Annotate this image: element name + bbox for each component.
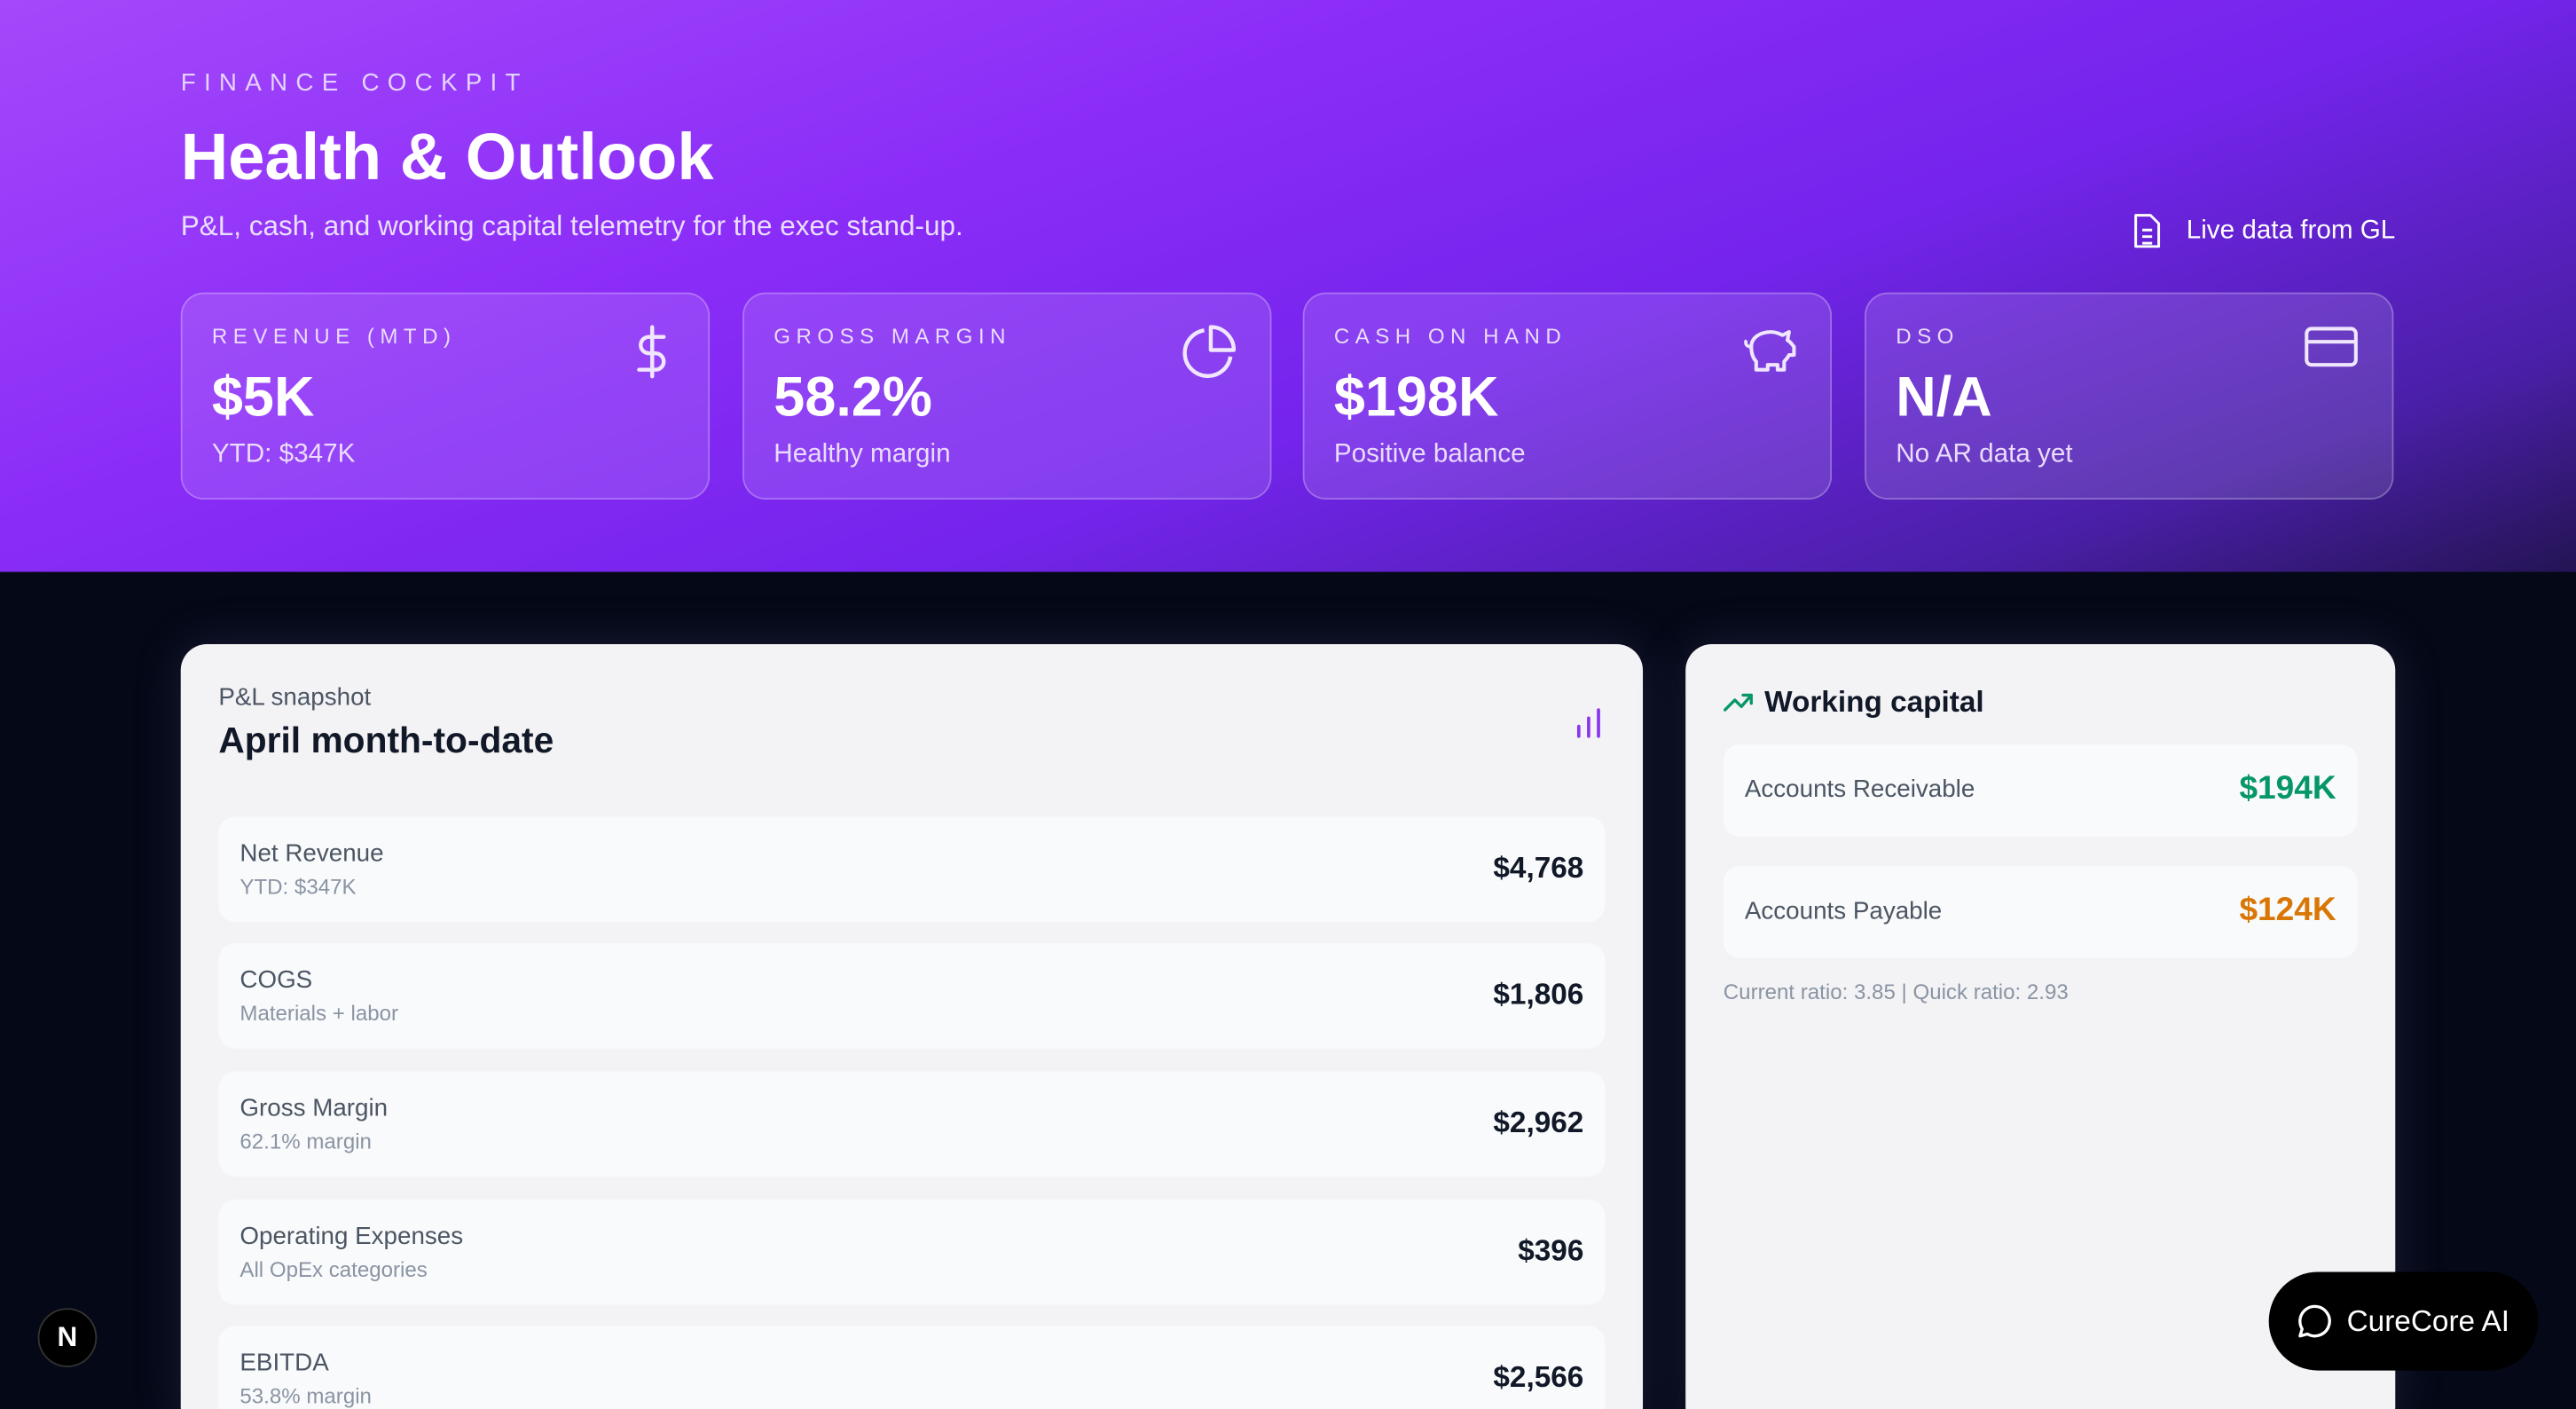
kpi-value: $198K [1333,366,1499,429]
chat-icon [2299,1304,2332,1338]
dollar-icon [637,325,666,379]
pnl-row: Net Revenue YTD: $347K $4,768 [218,816,1606,922]
kpi-card: DSO N/A No AR data yet [1865,292,2394,500]
kpi-note: No AR data yet [1896,440,2073,468]
kpi-label: REVENUE (MTD) [211,323,457,349]
kpi-label: GROSS MARGIN [774,323,1012,349]
assistant-button[interactable]: CureCore AI [2268,1271,2539,1371]
kpi-value: 58.2% [774,366,932,429]
wc-row: Accounts Receivable $194K [1723,744,2358,837]
row-label: Accounts Payable [1744,897,1943,925]
kpi-note: Healthy margin [774,440,951,468]
kpi-value: $5K [211,366,315,429]
row-note: All OpEx categories [240,1256,428,1282]
kpi-card: GROSS MARGIN 58.2% Healthy margin [742,292,1272,500]
kpi-card: CASH ON HAND $198K Positive balance [1302,292,1833,500]
pnl-card: P&L snapshot April month-to-date Net Rev… [180,643,1644,1409]
row-value: $124K [2239,892,2336,929]
wc-row: Accounts Payable $124K [1723,866,2358,958]
page-title: Health & Outlook [180,122,714,194]
subtitle: P&L, cash, and working capital telemetry… [180,210,963,242]
row-label: Gross Margin [240,1094,389,1122]
assistant-label: CureCore AI [2346,1303,2510,1337]
bar-icon [1576,708,1600,738]
wc-title: Working capital [1764,685,1984,719]
kpi-card: REVENUE (MTD) $5K YTD: $347K [180,292,711,500]
pie-icon [1182,325,1237,378]
row-note: Materials + labor [240,1000,399,1026]
kpi-label: DSO [1896,323,1959,349]
row-label: Net Revenue [240,839,384,868]
row-value: $194K [2239,770,2336,807]
kpi-note: Positive balance [1333,440,1526,468]
row-label: EBITDA [240,1349,329,1378]
doc-icon [2133,214,2160,248]
wc-footnote: Current ratio: 3.85 | Quick ratio: 2.93 [1723,979,2069,1004]
pnl-title: April month-to-date [218,720,554,761]
row-label: COGS [240,965,313,995]
row-value: $2,962 [1493,1106,1584,1139]
kpi-note: YTD: $347K [211,440,356,468]
working-capital-card: Working capital Accounts Receivable $194K… [1685,643,2396,1409]
kpi-value: N/A [1896,366,1992,429]
pnl-row: COGS Materials + labor $1,806 [218,943,1606,1049]
row-label: Accounts Receivable [1744,775,1975,804]
hero: FINANCE COCKPIT Health & Outlook P&L, ca… [0,0,2576,572]
piggy-icon [1744,330,1796,372]
pnl-row: EBITDA 53.8% margin $2,566 [218,1326,1606,1409]
row-value: $1,806 [1493,977,1584,1011]
live-indicator: Live data from GL [2131,214,2395,250]
row-note: 62.1% margin [240,1129,372,1154]
trend-icon [1723,693,1753,712]
row-value: $2,566 [1493,1360,1584,1394]
row-value: $4,768 [1493,851,1584,885]
row-note: 53.8% margin [240,1383,372,1409]
kpi-label: CASH ON HAND [1333,323,1567,349]
pnl-row: Operating Expenses All OpEx categories $39… [218,1199,1606,1305]
row-label: Operating Expenses [240,1222,464,1251]
row-note: YTD: $347K [240,874,357,900]
live-label: Live data from GL [2186,216,2396,245]
pnl-row: Gross Margin 62.1% margin $2,962 [218,1071,1606,1177]
dev-badge[interactable]: N [37,1308,98,1367]
card-icon [2305,327,2358,367]
pnl-eyebrow: P&L snapshot [218,683,372,712]
eyebrow: FINANCE COCKPIT [180,68,529,98]
row-value: $396 [1518,1233,1584,1267]
